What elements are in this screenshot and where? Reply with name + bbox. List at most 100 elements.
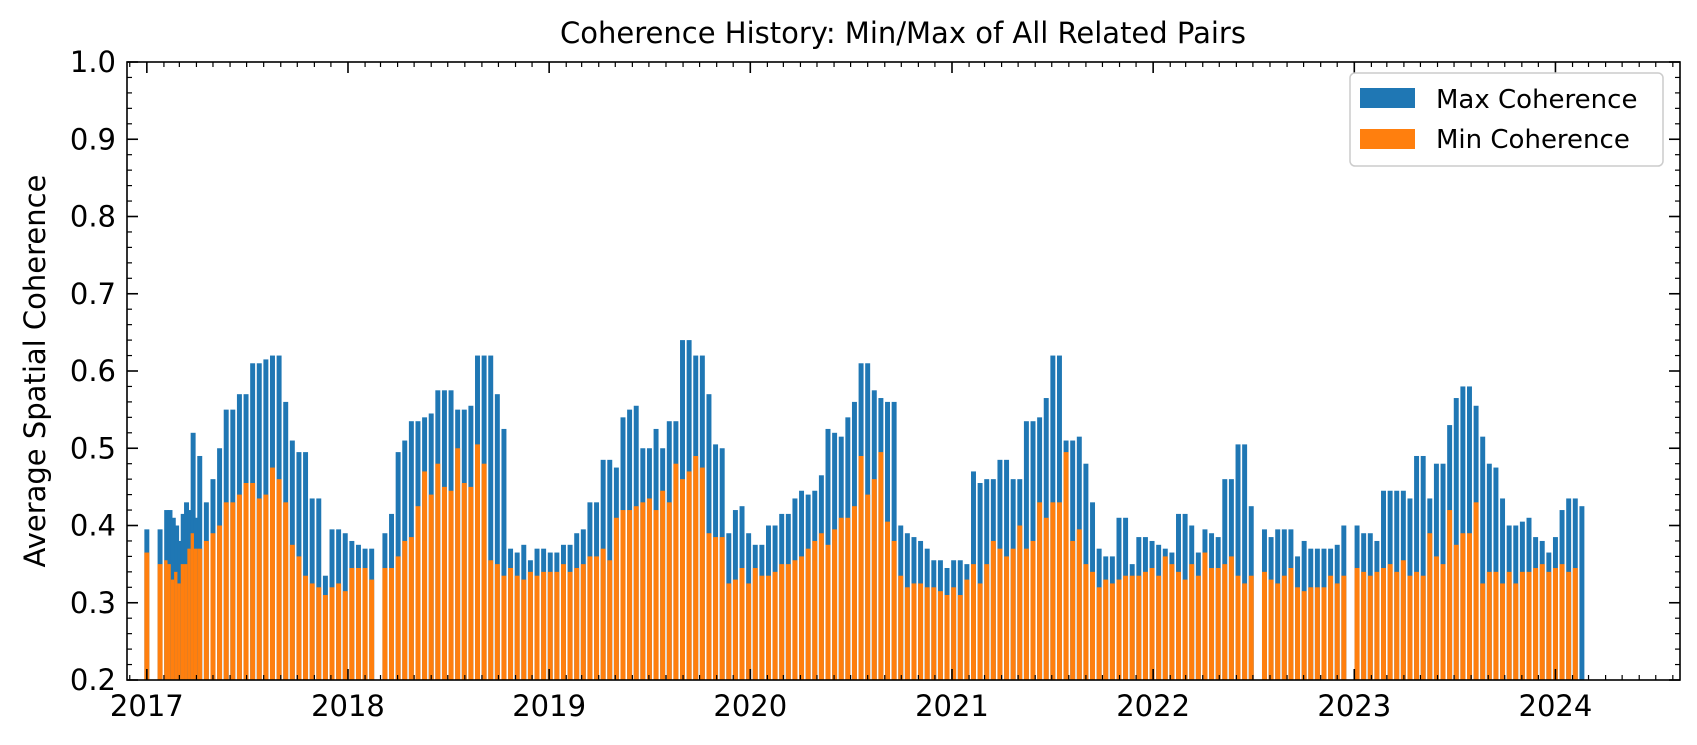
bar-min (931, 587, 937, 680)
bar-min (488, 560, 494, 680)
x-tick-label: 2018 (311, 689, 385, 723)
chart-title: Coherence History: Min/Max of All Relate… (560, 16, 1246, 50)
bar-min (230, 502, 236, 680)
bar-min (296, 556, 302, 680)
bar-min (289, 544, 295, 680)
bar-max (1579, 506, 1585, 680)
y-tick-label: 1.0 (70, 45, 116, 79)
bar-min (1043, 517, 1049, 680)
bar-min (818, 533, 824, 680)
bar-max (1242, 444, 1248, 680)
bar-min (1228, 556, 1234, 680)
bar-min (1116, 579, 1122, 680)
x-tick-label: 2019 (512, 689, 586, 723)
bar-min (898, 575, 904, 680)
bar-min (627, 510, 633, 680)
bar-max (494, 394, 500, 680)
bar-min (1460, 533, 1466, 680)
bar-min (871, 479, 877, 680)
bar-min (594, 556, 600, 680)
bar-min (633, 506, 639, 680)
bar-min (838, 517, 844, 680)
y-tick-label: 0.6 (70, 354, 116, 388)
bar-min (1467, 533, 1472, 680)
bar-min (799, 556, 805, 680)
bar-min (415, 506, 421, 680)
bar-max (501, 428, 507, 680)
bar-min (1539, 564, 1545, 681)
bar-min (1394, 571, 1400, 680)
bar-min (1367, 575, 1373, 680)
bar-min (468, 486, 474, 681)
bar-min (673, 463, 679, 680)
bar-min (600, 548, 606, 680)
bar-min (1427, 533, 1433, 680)
bar-max (977, 483, 983, 680)
bar-min (646, 498, 652, 680)
bar-min (1076, 529, 1082, 680)
bar-min (739, 567, 745, 680)
bar-min (706, 533, 712, 680)
bar-min (276, 479, 282, 680)
bar-min (1056, 502, 1062, 680)
bar-min (402, 540, 408, 680)
bar-min (686, 471, 692, 680)
bar-min (560, 564, 566, 681)
x-tick-label: 2017 (110, 689, 184, 723)
bar-min (1420, 575, 1426, 680)
bar-min (732, 579, 738, 680)
bar-min (825, 544, 831, 680)
legend-box (1349, 72, 1664, 167)
bar-min (924, 587, 930, 680)
bar-min (666, 502, 672, 680)
bar-min (1387, 564, 1393, 681)
bar-min (713, 537, 719, 680)
bar-max (1460, 386, 1466, 680)
bar-min (1328, 575, 1334, 680)
bar-min (1222, 564, 1228, 681)
bar-min (554, 571, 560, 680)
bar-min (1354, 567, 1360, 680)
bar-min (210, 533, 216, 680)
bar-min (699, 467, 705, 680)
bar-min (1407, 575, 1413, 680)
bar-min (164, 560, 170, 680)
bar-min (329, 587, 335, 680)
bar-min (904, 587, 910, 680)
bar-min (243, 483, 249, 680)
bar-min (322, 595, 328, 680)
legend-swatch-max-coherence (1360, 88, 1415, 108)
bar-min (640, 502, 646, 680)
bar-min (990, 540, 996, 680)
bar-min (157, 564, 163, 681)
legend-label-max-coherence: Max Coherence (1436, 85, 1637, 115)
bar-min (180, 564, 186, 681)
bar-min (746, 583, 752, 680)
bar-min (270, 467, 275, 680)
bar-min (428, 494, 434, 680)
bar-min (362, 567, 368, 680)
bar-min (144, 552, 150, 680)
bar-min (369, 579, 375, 680)
bar-min (1440, 564, 1446, 681)
bar-min (1275, 583, 1281, 680)
bar-min (1261, 571, 1267, 680)
bar-min (167, 564, 173, 681)
bar-min (217, 525, 223, 680)
bar-min (190, 533, 196, 680)
bar-max (1414, 455, 1420, 680)
bar-min (1189, 564, 1195, 681)
bar-min (1063, 452, 1069, 680)
bar-min (1314, 587, 1320, 680)
bar-min (1400, 560, 1406, 680)
bar-min (494, 564, 500, 681)
bar-min (607, 560, 613, 680)
bar-min (1361, 571, 1367, 680)
bar-min (653, 510, 659, 680)
bar-min (792, 560, 798, 680)
bar-min (475, 444, 480, 680)
bar-min (1242, 583, 1248, 680)
bar-min (316, 587, 322, 680)
bar-min (395, 556, 401, 680)
bar-min (1030, 540, 1036, 680)
